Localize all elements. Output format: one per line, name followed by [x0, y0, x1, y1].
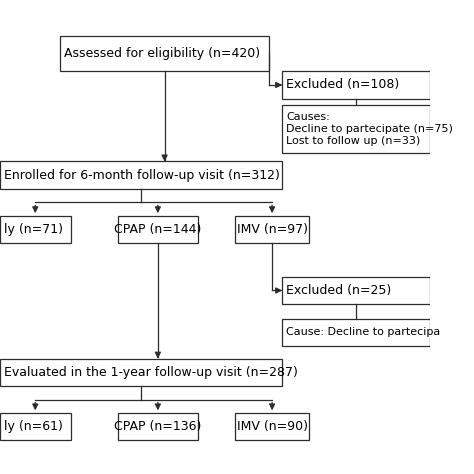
Text: ly (n=71): ly (n=71): [4, 223, 63, 236]
Text: Evaluated in the 1-year follow-up visit (n=287): Evaluated in the 1-year follow-up visit …: [4, 366, 298, 379]
Text: IMV (n=90): IMV (n=90): [237, 420, 308, 433]
FancyBboxPatch shape: [61, 36, 269, 71]
Text: Enrolled for 6-month follow-up visit (n=312): Enrolled for 6-month follow-up visit (n=…: [4, 169, 280, 182]
Text: CPAP (n=144): CPAP (n=144): [114, 223, 201, 236]
FancyBboxPatch shape: [118, 216, 198, 243]
FancyBboxPatch shape: [282, 71, 430, 99]
Text: CPAP (n=136): CPAP (n=136): [114, 420, 201, 433]
Text: Cause: Decline to partecipa: Cause: Decline to partecipa: [286, 328, 440, 337]
FancyBboxPatch shape: [282, 277, 430, 304]
Text: Assessed for eligibility (n=420): Assessed for eligibility (n=420): [64, 47, 261, 60]
FancyBboxPatch shape: [0, 162, 282, 189]
Text: Excluded (n=25): Excluded (n=25): [286, 284, 392, 297]
FancyBboxPatch shape: [0, 216, 71, 243]
FancyBboxPatch shape: [118, 413, 198, 440]
FancyBboxPatch shape: [0, 413, 71, 440]
Text: ly (n=61): ly (n=61): [4, 420, 63, 433]
FancyBboxPatch shape: [282, 319, 430, 346]
FancyBboxPatch shape: [282, 105, 430, 153]
FancyBboxPatch shape: [235, 413, 309, 440]
Text: Excluded (n=108): Excluded (n=108): [286, 78, 400, 91]
Text: IMV (n=97): IMV (n=97): [237, 223, 308, 236]
FancyBboxPatch shape: [0, 359, 282, 386]
FancyBboxPatch shape: [235, 216, 309, 243]
Text: Causes:
Decline to partecipate (n=75)
Lost to follow up (n=33): Causes: Decline to partecipate (n=75) Lo…: [286, 112, 453, 146]
